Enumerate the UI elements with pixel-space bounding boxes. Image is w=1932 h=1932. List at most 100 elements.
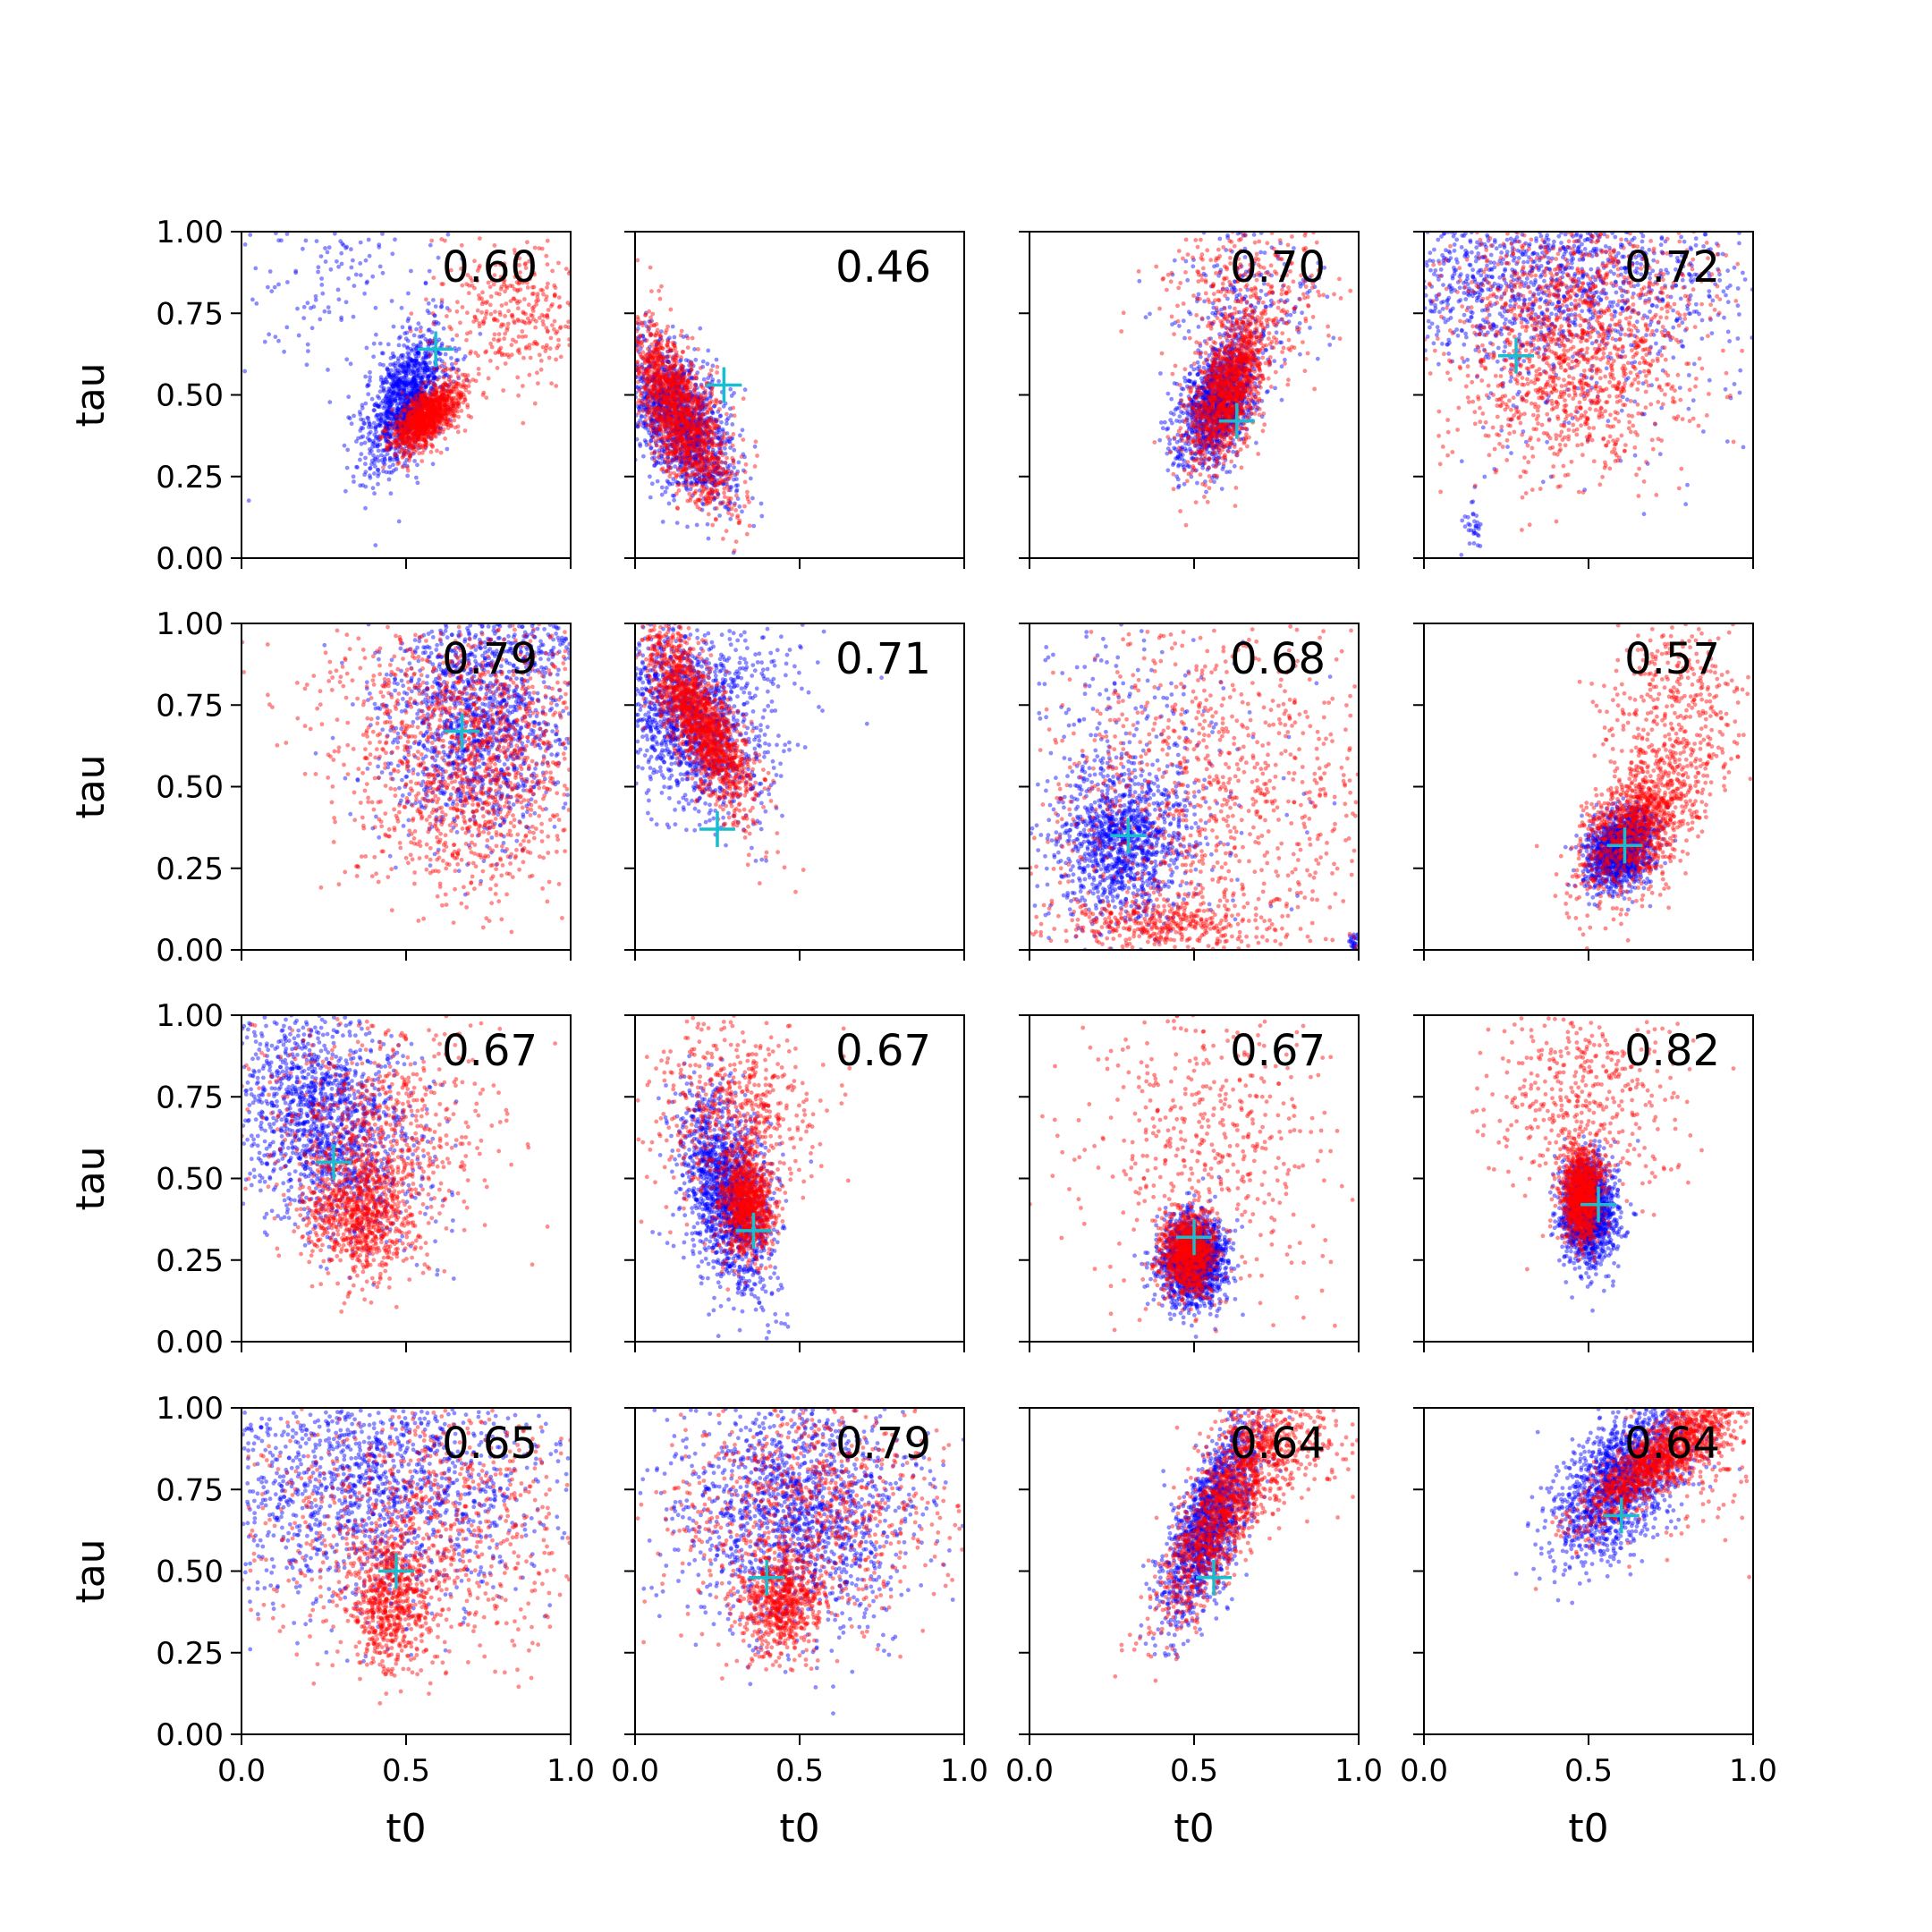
blue-point [422, 394, 427, 398]
red-point [544, 345, 549, 351]
blue-point [402, 410, 407, 414]
blue-point [396, 427, 402, 432]
red-point [523, 346, 529, 351]
red-point [532, 272, 537, 277]
blue-point [390, 251, 395, 257]
blue-point [408, 411, 413, 415]
red-point [489, 278, 495, 283]
blue-point [423, 403, 428, 409]
blue-point [404, 402, 410, 408]
blue-point [433, 376, 437, 380]
blue-point [400, 364, 405, 369]
blue-point [416, 361, 421, 367]
blue-point [402, 379, 407, 385]
red-point [699, 489, 705, 495]
blue-point [424, 396, 429, 402]
red-point [428, 395, 433, 400]
blue-point [352, 413, 356, 419]
red-point [413, 419, 419, 425]
red-point [690, 335, 695, 341]
red-point [403, 423, 408, 428]
blue-point [399, 361, 404, 367]
red-point [428, 397, 434, 402]
y-axis-label: tau [68, 362, 114, 427]
blue-point [343, 300, 349, 305]
blue-point [415, 427, 420, 432]
blue-point [381, 362, 386, 368]
blue-point [424, 426, 429, 430]
blue-point [419, 377, 425, 382]
red-point [461, 392, 466, 397]
blue-point [394, 453, 399, 459]
red-point [428, 403, 433, 409]
red-point [428, 433, 434, 438]
blue-point [424, 362, 428, 368]
blue-point [393, 366, 398, 370]
red-point [411, 413, 417, 419]
blue-point [393, 237, 397, 242]
red-point [496, 338, 501, 343]
blue-point [267, 332, 272, 337]
red-point [425, 411, 430, 416]
blue-point [398, 387, 402, 393]
blue-point [403, 421, 408, 427]
blue-point [406, 450, 411, 455]
red-point [554, 357, 558, 362]
red-point [428, 400, 434, 404]
red-point [419, 406, 425, 411]
red-point [420, 437, 425, 442]
blue-point [341, 242, 346, 248]
red-point [422, 397, 428, 402]
blue-point [396, 359, 401, 363]
blue-point [411, 399, 415, 403]
blue-point [391, 362, 395, 367]
blue-point [413, 372, 419, 377]
blue-point [301, 316, 307, 320]
blue-point [423, 383, 428, 388]
blue-point [378, 411, 383, 417]
red-point [405, 436, 411, 440]
blue-point [411, 451, 416, 456]
red-point [432, 382, 437, 387]
red-point [428, 412, 433, 417]
red-point [381, 465, 386, 470]
blue-point [416, 368, 420, 372]
red-point [420, 443, 426, 448]
red-point [438, 450, 444, 455]
red-point [398, 440, 402, 445]
blue-point [400, 369, 404, 373]
red-point [420, 404, 426, 410]
blue-point [426, 368, 431, 372]
blue-point [394, 408, 400, 413]
blue-point [409, 400, 414, 405]
blue-point [398, 407, 403, 412]
red-point [420, 426, 425, 430]
blue-point [420, 374, 425, 379]
blue-point [363, 505, 368, 511]
blue-point [385, 423, 390, 428]
blue-point [425, 378, 430, 384]
red-point [415, 436, 420, 442]
blue-point [429, 417, 435, 422]
blue-point [406, 363, 411, 369]
blue-point [411, 392, 416, 397]
red-point [423, 445, 428, 449]
blue-point [407, 384, 411, 389]
red-point [428, 409, 434, 414]
red-point [481, 390, 487, 395]
red-point [496, 347, 502, 352]
blue-point [391, 419, 395, 424]
blue-point [416, 376, 421, 381]
blue-point [415, 395, 420, 401]
blue-point [391, 390, 396, 394]
blue-point [413, 392, 419, 397]
red-point [424, 423, 429, 428]
red-point [442, 396, 447, 402]
red-point [393, 428, 398, 432]
blue-point [397, 443, 402, 448]
blue-point [427, 268, 432, 274]
red-point [540, 318, 546, 324]
red-point [479, 301, 485, 307]
red-point [419, 421, 424, 427]
blue-point [368, 429, 373, 435]
